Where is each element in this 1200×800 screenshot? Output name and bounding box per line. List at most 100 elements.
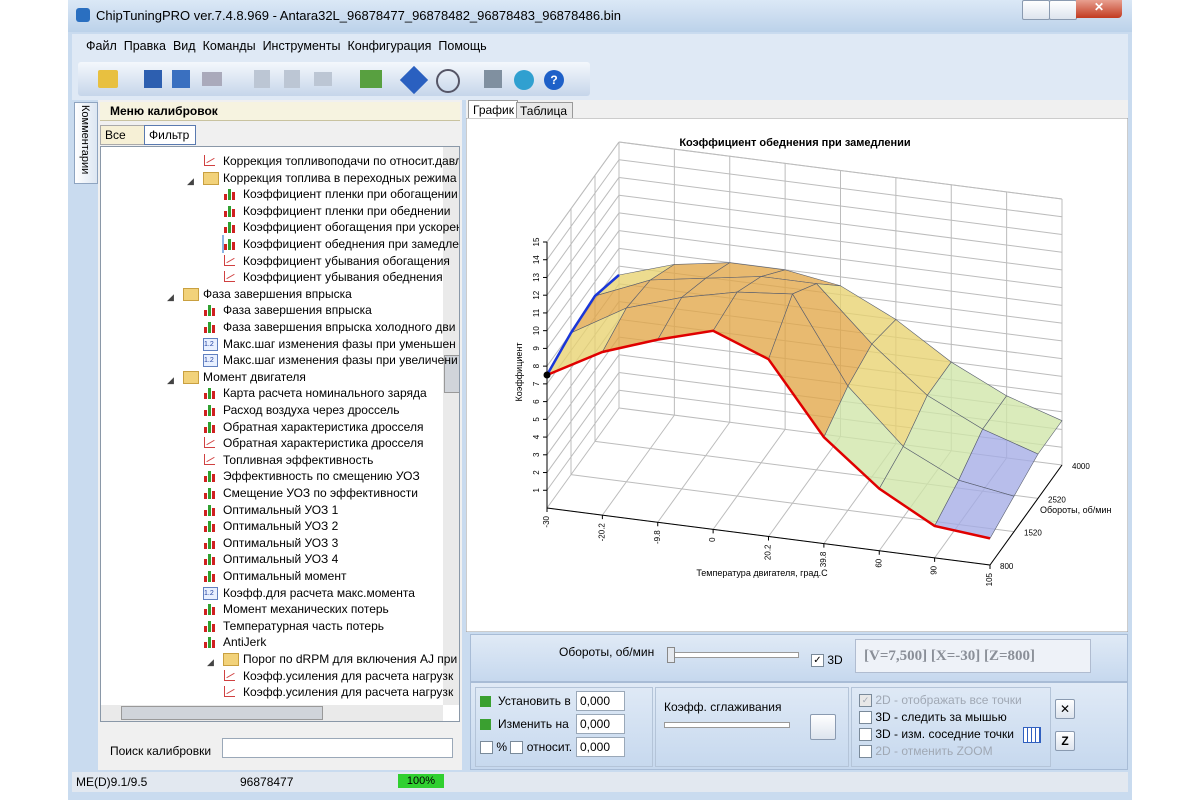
tree-label: Карта расчета номинального заряда <box>223 385 427 401</box>
x-tick-label: 105 <box>985 572 994 586</box>
set-input[interactable]: 0,000 <box>576 691 625 711</box>
search-button[interactable] <box>436 69 460 93</box>
option[interactable]: 3D - следить за мышью <box>859 710 1007 724</box>
option[interactable]: 3D - изм. соседние точки <box>859 727 1014 741</box>
tree-label: Температурная часть потерь <box>223 618 384 634</box>
change-icon[interactable] <box>480 719 491 730</box>
help-button[interactable]: ? <box>544 70 564 90</box>
bar-icon <box>203 420 216 433</box>
maximize-button[interactable] <box>1049 0 1077 20</box>
percent-check[interactable]: % относит. <box>480 740 572 754</box>
menu-item[interactable]: Команды <box>203 39 256 53</box>
paste-button[interactable] <box>284 70 300 88</box>
status-bar: ME(D)9.1/9.5 96878477 100% <box>72 772 1128 792</box>
option-label: 3D - следить за мышью <box>875 710 1006 724</box>
tab-all[interactable]: Все <box>100 125 148 145</box>
horizontal-scrollbar[interactable] <box>101 705 443 721</box>
z-tick-label: 2520 <box>1048 495 1066 504</box>
bar-icon <box>203 569 216 582</box>
info-button[interactable] <box>400 66 428 94</box>
smooth-button[interactable] <box>810 714 836 740</box>
menu-item[interactable]: Правка <box>124 39 166 53</box>
tree-label: Обратная характеристика дросселя <box>223 419 423 435</box>
option[interactable]: 2D - отменить ZOOM <box>859 744 993 758</box>
y-tick-label: 2 <box>532 470 541 475</box>
option[interactable]: ✓ 2D - отображать все точки <box>859 693 1022 707</box>
set-icon[interactable] <box>480 696 491 707</box>
menu-item[interactable]: Инструменты <box>263 39 341 53</box>
z-tick-label: 4000 <box>1072 462 1090 471</box>
tree-label: Фаза завершения впрыска <box>223 302 372 318</box>
tab-chart[interactable]: График <box>468 100 518 119</box>
open-button[interactable] <box>98 70 118 88</box>
tree-label: Топливная эффективность <box>223 452 373 468</box>
copy-button[interactable] <box>254 70 270 88</box>
folder-icon <box>203 172 219 185</box>
number-icon: 1.2 <box>203 587 218 600</box>
tree-label: Фаза завершения впрыска холодного дви <box>223 319 455 335</box>
bar-icon <box>223 204 236 217</box>
update-button[interactable] <box>514 70 534 90</box>
save-button[interactable] <box>144 70 162 88</box>
grid-toggle[interactable] <box>1023 727 1041 743</box>
edit-group: Установить в 0,000 Изменить на 0,000 % о… <box>475 687 653 767</box>
menu-item[interactable]: Вид <box>173 39 196 53</box>
settings-button[interactable] <box>484 70 502 88</box>
minimize-button[interactable] <box>1022 0 1050 20</box>
search-input[interactable] <box>222 738 453 758</box>
line-icon <box>223 685 236 698</box>
tree-label: Обратная характеристика дросселя <box>223 435 423 451</box>
change-label[interactable]: Изменить на <box>498 717 569 731</box>
menu-item[interactable]: Конфигурация <box>348 39 432 53</box>
check-3d[interactable]: ✓ 3D <box>811 653 843 667</box>
rpm-slider-thumb[interactable] <box>667 647 675 663</box>
bar-icon <box>203 486 216 499</box>
bar-icon <box>223 237 236 250</box>
window: ChipTuningPRO ver.7.4.8.969 - Antara32L_… <box>68 0 1132 800</box>
tab-filter[interactable]: Фильтр <box>144 125 196 145</box>
menu-item[interactable]: Файл <box>86 39 117 53</box>
tree-label: Коэфф.усиления для расчета нагрузк <box>243 684 453 700</box>
rpm-label: Обороты, об/мин <box>559 645 654 659</box>
status-ecu: ME(D)9.1/9.5 <box>76 775 147 789</box>
change-input[interactable]: 0,000 <box>576 714 625 734</box>
print-button[interactable] <box>202 72 222 86</box>
chart-button[interactable] <box>360 70 382 88</box>
line-icon <box>223 270 236 283</box>
y-tick-label: 14 <box>532 255 541 264</box>
tree-label: Порог по dRPM для включения AJ при <box>243 651 457 667</box>
z-tick-label: 1520 <box>1024 529 1042 538</box>
y-tick-label: 6 <box>532 399 541 404</box>
y-tick-label: 4 <box>532 434 541 439</box>
bar-icon <box>203 519 216 532</box>
calibration-panel: Меню калибровок Все Фильтр Коррекция топ… <box>98 100 462 770</box>
folder-icon <box>223 653 239 666</box>
y-tick-label: 1 <box>532 487 541 492</box>
edit-panel: Установить в 0,000 Изменить на 0,000 % о… <box>470 682 1128 770</box>
toolbar-strip: ? <box>78 62 590 96</box>
tree-label: Коэфф.усиления для расчета нагрузк <box>243 668 453 684</box>
y-tick-label: 8 <box>532 363 541 368</box>
clear-button[interactable]: ✕ <box>1055 699 1075 719</box>
rpm-slider[interactable] <box>667 652 799 658</box>
x-tick-label: 39.8 <box>819 551 828 567</box>
calibration-tree: Коррекция топливоподачи по относит.давл◢… <box>100 146 460 722</box>
hscroll-thumb[interactable] <box>121 706 323 720</box>
menu-item[interactable]: Помощь <box>438 39 486 53</box>
undo-button[interactable] <box>314 72 332 86</box>
option-label: 2D - отменить ZOOM <box>875 744 992 758</box>
title-bar: ChipTuningPRO ver.7.4.8.969 - Antara32L_… <box>68 0 1132 32</box>
line-icon <box>203 453 216 466</box>
set-label[interactable]: Установить в <box>498 694 571 708</box>
zoom-button[interactable]: Z <box>1055 731 1075 751</box>
save-as-button[interactable] <box>172 70 190 88</box>
y-tick-label: 3 <box>532 452 541 457</box>
smoothing-slider[interactable] <box>664 722 790 728</box>
expand-arrow: ◢ <box>167 372 174 388</box>
side-tab[interactable]: Комментарии <box>74 102 98 184</box>
close-button[interactable]: ✕ <box>1076 0 1122 18</box>
tree-label: Оптимальный УОЗ 3 <box>223 535 338 551</box>
relative-input[interactable]: 0,000 <box>576 737 625 757</box>
y-tick-label: 5 <box>532 417 541 422</box>
